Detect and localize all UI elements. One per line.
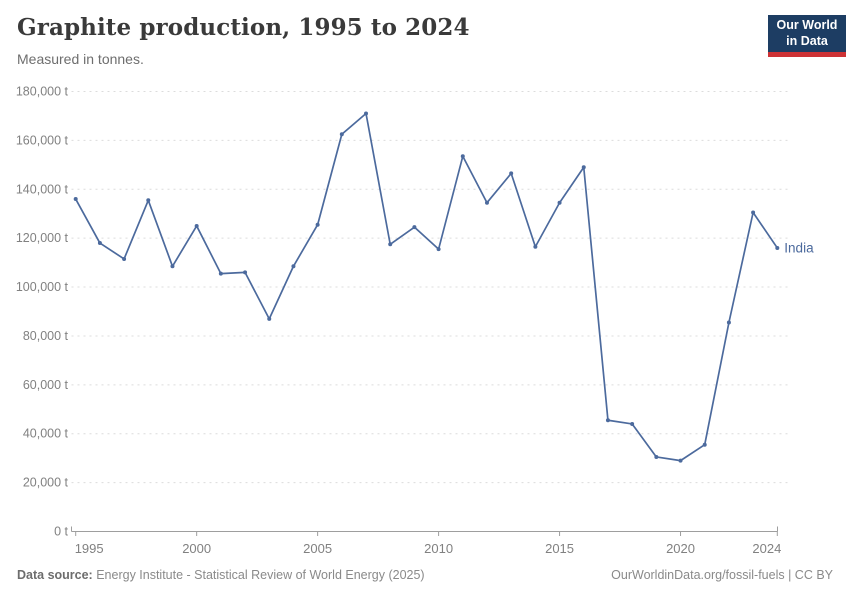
owid-logo[interactable]: Our World in Data — [768, 15, 846, 57]
data-point-marker — [170, 264, 175, 269]
y-axis-tick-label: 180,000 t — [16, 85, 69, 99]
data-point-marker — [97, 241, 102, 246]
data-point-marker — [194, 223, 199, 228]
y-axis-tick-label: 140,000 t — [16, 182, 69, 196]
data-point-marker — [291, 264, 296, 269]
data-point-marker — [751, 210, 756, 215]
data-point-marker — [436, 247, 441, 252]
page-title: Graphite production, 1995 to 2024 — [17, 14, 470, 41]
data-point-marker — [364, 111, 369, 116]
data-point-marker — [73, 197, 78, 202]
data-point-marker — [243, 270, 248, 275]
footer-citation-link[interactable]: OurWorldinData.org/fossil-fuels | CC BY — [611, 568, 833, 582]
data-point-marker — [557, 200, 562, 205]
data-point-marker — [533, 244, 538, 249]
y-axis-tick-label: 20,000 t — [23, 476, 69, 490]
x-axis-tick-label: 2020 — [666, 541, 695, 556]
data-point-marker — [726, 320, 731, 325]
x-axis-tick-label: 2015 — [545, 541, 574, 556]
y-axis-tick-label: 0 t — [54, 525, 68, 539]
data-point-marker — [339, 132, 344, 137]
y-axis-tick-label: 40,000 t — [23, 427, 69, 441]
data-point-marker — [315, 222, 320, 227]
data-point-marker — [581, 165, 586, 170]
data-point-marker — [605, 418, 610, 423]
data-point-marker — [509, 171, 514, 176]
data-point-marker — [678, 458, 683, 463]
data-source-label: Data source: — [17, 568, 93, 582]
data-point-marker — [654, 454, 659, 459]
x-axis-tick-label: 2000 — [182, 541, 211, 556]
data-source-text: Energy Institute - Statistical Review of… — [92, 568, 425, 582]
data-point-marker — [267, 316, 272, 321]
series-line-india — [74, 112, 779, 462]
y-axis-tick-label: 120,000 t — [16, 231, 69, 245]
x-axis-tick-label: 1995 — [75, 541, 104, 556]
data-point-marker — [775, 245, 780, 250]
data-source-note: Data source: Energy Institute - Statisti… — [17, 568, 425, 582]
chart-subtitle: Measured in tonnes. — [17, 51, 144, 67]
x-axis-tick-label: 2005 — [303, 541, 332, 556]
x-axis-tick-label: 2024 — [752, 541, 781, 556]
data-point-marker — [484, 200, 489, 205]
y-axis-tick-label: 60,000 t — [23, 378, 69, 392]
y-axis-tick-label: 160,000 t — [16, 133, 69, 147]
y-axis-tick-label: 80,000 t — [23, 329, 69, 343]
data-point-marker — [630, 421, 635, 426]
data-point-marker — [412, 225, 417, 230]
data-point-marker — [460, 154, 465, 159]
series-end-label: India — [784, 240, 814, 255]
y-axis-tick-label: 100,000 t — [16, 280, 69, 294]
x-axis-tick-label: 2010 — [424, 541, 453, 556]
data-point-marker — [218, 271, 223, 276]
data-point-marker — [146, 198, 151, 203]
data-point-marker — [702, 442, 707, 447]
owid-logo-text: Our World in Data — [776, 18, 838, 48]
data-point-marker — [388, 242, 393, 247]
data-point-marker — [122, 256, 127, 261]
